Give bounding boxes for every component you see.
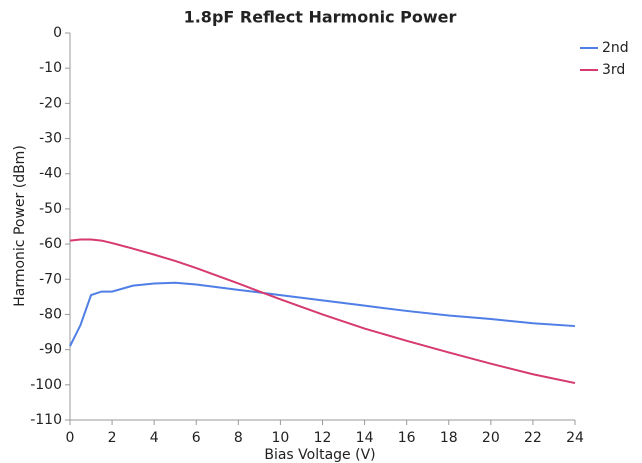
y-tick-label: -60 xyxy=(39,236,62,252)
x-tick-label: 22 xyxy=(524,430,542,446)
legend-label: 3rd xyxy=(602,62,625,78)
x-tick-label: 8 xyxy=(234,430,243,446)
legend-label: 2nd xyxy=(602,40,629,56)
y-tick-label: -100 xyxy=(30,377,62,393)
series-line xyxy=(69,238,576,385)
x-axis-label: Bias Voltage (V) xyxy=(264,447,375,463)
x-tick-label: 12 xyxy=(314,430,332,446)
x-tick-label: 10 xyxy=(272,430,290,446)
y-tick-label: 0 xyxy=(53,25,62,41)
x-tick-label: 2 xyxy=(108,430,117,446)
x-tick-label: 14 xyxy=(356,430,374,446)
y-tick-label: -70 xyxy=(39,271,62,287)
y-tick-label: -20 xyxy=(39,95,62,111)
x-tick-label: 0 xyxy=(66,430,75,446)
y-tick-label: -110 xyxy=(30,412,62,428)
chart-title: 1.8pF Reflect Harmonic Power xyxy=(184,8,457,27)
x-tick-label: 16 xyxy=(398,430,416,446)
x-tick-label: 4 xyxy=(150,430,159,446)
y-tick-label: -90 xyxy=(39,342,62,358)
x-tick-label: 6 xyxy=(192,430,201,446)
y-tick-label: -50 xyxy=(39,201,62,217)
x-tick-label: 20 xyxy=(482,430,500,446)
x-tick-label: 24 xyxy=(566,430,584,446)
y-tick-label: -80 xyxy=(39,306,62,322)
y-axis-label: Harmonic Power (dBm) xyxy=(12,145,28,307)
series-line xyxy=(69,281,576,347)
y-tick-label: -30 xyxy=(39,131,62,147)
y-tick-label: -40 xyxy=(39,166,62,182)
y-tick-label: -10 xyxy=(39,60,62,76)
x-tick-label: 18 xyxy=(440,430,458,446)
